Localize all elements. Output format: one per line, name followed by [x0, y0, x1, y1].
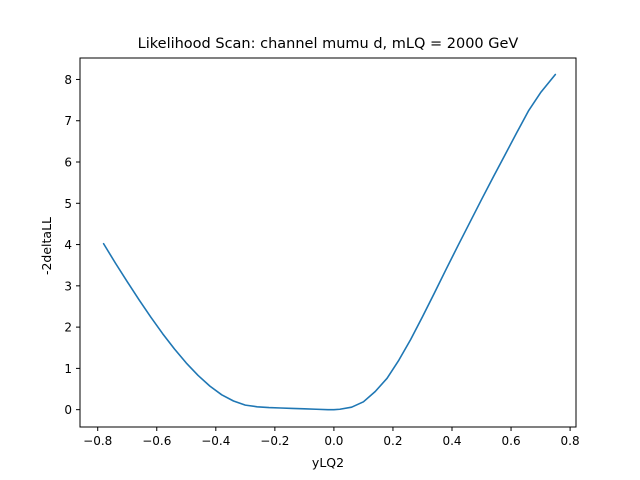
chart-title: Likelihood Scan: channel mumu d, mLQ = 2… [138, 36, 519, 52]
y-axis: 0 1 2 3 4 5 6 7 8 [64, 73, 80, 417]
x-tick-label: −0.4 [201, 434, 230, 448]
y-tick-label: 4 [64, 238, 72, 252]
x-tick-label: 0.8 [561, 434, 580, 448]
x-tick-label: −0.6 [142, 434, 171, 448]
x-tick-label: 0.6 [502, 434, 521, 448]
y-tick-label: 7 [64, 114, 72, 128]
y-tick-label: 6 [64, 156, 72, 170]
y-tick-label: 0 [64, 403, 72, 417]
y-tick-label: 2 [64, 321, 72, 335]
y-tick-label: 8 [64, 73, 72, 87]
x-tick-label: 0.2 [383, 434, 402, 448]
x-tick-label: −0.2 [260, 434, 289, 448]
y-tick-label: 5 [64, 197, 72, 211]
x-axis-label: yLQ2 [312, 455, 344, 470]
y-axis-label: -2deltaLL [39, 217, 54, 275]
x-tick-label: 0.0 [324, 434, 343, 448]
series-line [102, 73, 557, 411]
x-tick-label: 0.4 [442, 434, 461, 448]
plot-area [102, 73, 557, 411]
y-tick-label: 3 [64, 279, 72, 293]
x-axis: −0.8 −0.6 −0.4 −0.2 0.0 0.2 0.4 0.6 0.8 [83, 427, 580, 448]
axes-frame [79, 57, 577, 428]
x-tick-label: −0.8 [83, 434, 112, 448]
y-tick-label: 1 [64, 362, 72, 376]
